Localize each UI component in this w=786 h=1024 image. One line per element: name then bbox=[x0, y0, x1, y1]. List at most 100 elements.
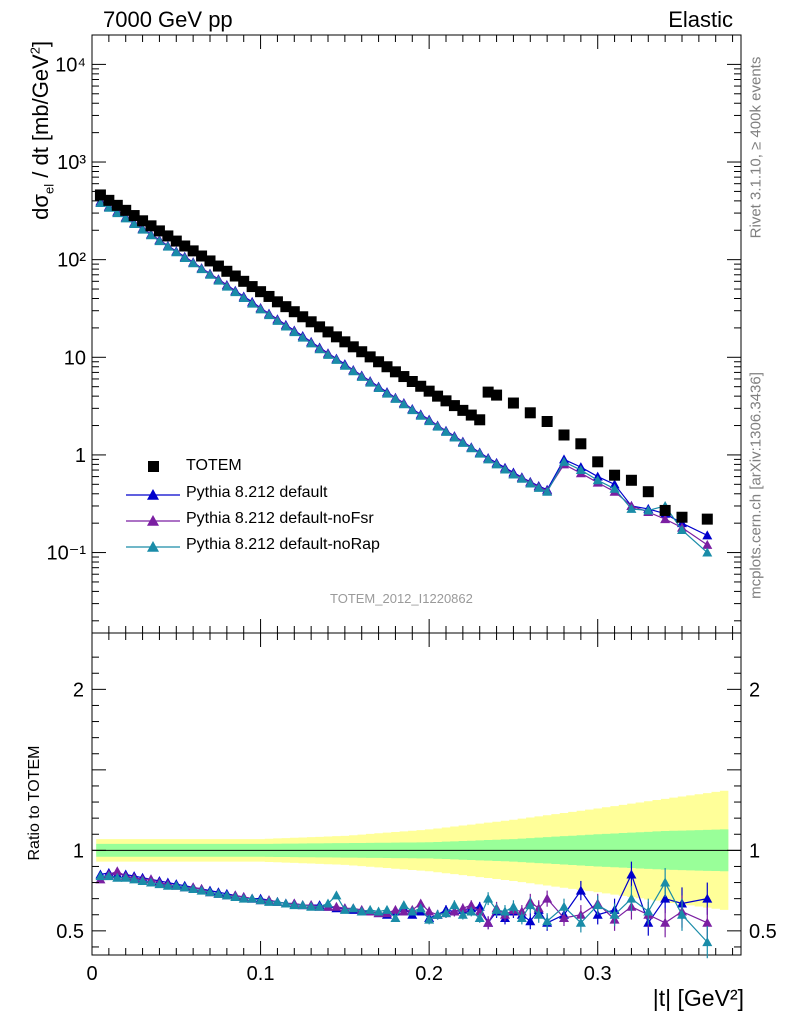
mc-point bbox=[500, 464, 510, 474]
ratio-y-tick-label: 1 bbox=[73, 840, 84, 862]
mc-point bbox=[112, 208, 123, 218]
y-tick-label: 10⁴ bbox=[55, 54, 86, 76]
mc-point bbox=[314, 344, 325, 354]
mc-point bbox=[483, 454, 494, 464]
ratio-point bbox=[103, 871, 114, 881]
mc-point bbox=[356, 371, 367, 381]
totem-point bbox=[255, 286, 267, 298]
legend-marker bbox=[147, 489, 159, 500]
legend-label-nofsr: Pythia 8.212 default-noFsr bbox=[186, 510, 374, 527]
ratio-point bbox=[314, 901, 325, 911]
ratio-point bbox=[247, 893, 258, 903]
ratio-point bbox=[508, 901, 519, 911]
ratio-point bbox=[179, 882, 190, 892]
totem-point bbox=[465, 409, 477, 421]
ratio-point bbox=[542, 916, 553, 926]
totem-point bbox=[398, 371, 410, 383]
mc-point bbox=[171, 247, 182, 257]
totem-point bbox=[701, 513, 713, 525]
y-tick-label: 10⁻¹ bbox=[47, 543, 87, 565]
totem-point bbox=[440, 395, 452, 407]
mcplots-label: mcplots.cern.ch [arXiv:1306.3436] bbox=[747, 372, 765, 599]
mc-point bbox=[348, 366, 359, 376]
totem-point bbox=[356, 346, 368, 358]
ratio-point bbox=[449, 906, 460, 916]
ratio-y-tick-label-right: 0.5 bbox=[749, 921, 777, 943]
totem-point bbox=[111, 199, 123, 211]
ratio-point bbox=[407, 906, 418, 916]
mc-point bbox=[230, 287, 241, 297]
ratio-point bbox=[339, 904, 350, 914]
ratio-plot-markers bbox=[95, 861, 713, 959]
totem-point bbox=[196, 250, 208, 262]
ratio-y-tick-label: 0.5 bbox=[56, 921, 84, 943]
ratio-point bbox=[238, 893, 249, 903]
mc-point bbox=[474, 448, 485, 458]
ratio-point bbox=[230, 892, 241, 902]
axis-ticks: 0 0.1 0.2 0.3 10⁻¹ 1 10 10² 10³ 10⁴ 0.5 0.5 1 1 2 2 bbox=[47, 34, 777, 985]
mc-point bbox=[643, 505, 654, 515]
mc-point bbox=[382, 388, 392, 398]
totem-point bbox=[364, 351, 376, 363]
mc-point bbox=[702, 530, 713, 540]
mc-point bbox=[592, 475, 603, 485]
mc-point bbox=[255, 304, 266, 314]
x-axis-label: |t| [GeV²] bbox=[652, 985, 744, 1011]
ratio-point bbox=[575, 917, 586, 927]
legend-label-default: Pythia 8.212 default bbox=[186, 484, 328, 501]
totem-point bbox=[246, 281, 258, 293]
ratio-point bbox=[542, 893, 553, 903]
ratio-point bbox=[474, 901, 485, 911]
ratio-point bbox=[516, 912, 527, 922]
totem-point bbox=[280, 301, 292, 313]
totem-point bbox=[448, 400, 460, 412]
mc-point bbox=[154, 236, 165, 246]
ratio-point bbox=[660, 877, 671, 887]
ratio-point bbox=[466, 906, 477, 916]
x-tick-label: 0 bbox=[86, 963, 97, 985]
totem-point bbox=[204, 255, 216, 267]
header-right-label: Elastic bbox=[668, 7, 733, 32]
legend-marker bbox=[147, 541, 159, 552]
ratio-point bbox=[483, 893, 494, 903]
totem-point bbox=[558, 429, 570, 441]
ratio-point bbox=[575, 885, 586, 895]
mc-point bbox=[331, 354, 342, 364]
mc-point bbox=[559, 456, 569, 466]
totem-point bbox=[642, 486, 654, 498]
ratio-point bbox=[432, 909, 443, 919]
totem-point bbox=[263, 290, 275, 302]
totem-point bbox=[221, 265, 233, 277]
ratio-point bbox=[112, 866, 123, 876]
ratio-point bbox=[398, 906, 409, 916]
mc-point bbox=[575, 465, 586, 475]
mc-point bbox=[702, 539, 713, 549]
mc-point bbox=[542, 486, 553, 496]
ratio-point bbox=[491, 904, 502, 914]
ratio-point bbox=[466, 900, 477, 910]
ratio-point bbox=[457, 909, 468, 919]
mc-point bbox=[365, 377, 376, 387]
totem-point bbox=[128, 210, 140, 222]
mc-point bbox=[660, 514, 671, 524]
ratio-point bbox=[424, 914, 435, 924]
mc-point bbox=[205, 269, 215, 279]
ratio-point bbox=[171, 880, 182, 890]
y-tick-label: 10² bbox=[57, 250, 86, 272]
mc-point bbox=[95, 198, 106, 208]
ratio-point bbox=[188, 883, 199, 893]
totem-point bbox=[625, 474, 637, 486]
mc-point bbox=[264, 310, 274, 320]
mc-point bbox=[677, 525, 687, 535]
ratio-point bbox=[390, 904, 401, 914]
ratio-point bbox=[331, 901, 342, 911]
ratio-point bbox=[129, 874, 140, 884]
totem-point bbox=[457, 404, 469, 416]
mc-point bbox=[702, 547, 713, 557]
ratio-point bbox=[112, 872, 123, 882]
ratio-point bbox=[441, 908, 451, 918]
main-plot-markers bbox=[94, 189, 713, 557]
totem-point bbox=[153, 225, 165, 237]
mc-point bbox=[415, 410, 426, 420]
ratio-point bbox=[449, 900, 460, 910]
